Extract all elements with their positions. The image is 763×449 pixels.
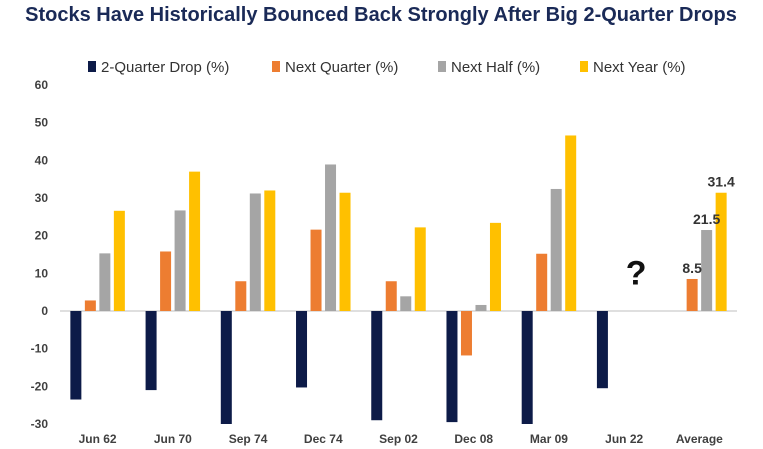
bar-2-quarter-drop-sep-74 bbox=[220, 311, 232, 424]
x-tick-label: Sep 02 bbox=[379, 432, 418, 446]
bar-next-half-mar-09 bbox=[550, 188, 562, 311]
legend-item-next-year: Next Year (%) bbox=[580, 59, 686, 76]
legend: 2-Quarter Drop (%) Next Quarter (%) Next H… bbox=[88, 59, 686, 76]
bar-next-half-average bbox=[701, 230, 713, 311]
legend-label: 2-Quarter Drop (%) bbox=[101, 59, 229, 76]
x-tick-label: Dec 74 bbox=[304, 432, 343, 446]
bar-next-year-sep-74 bbox=[264, 190, 276, 311]
bars bbox=[70, 135, 727, 424]
annotations: ? bbox=[626, 255, 647, 293]
chart-title: Stocks Have Historically Bounced Back St… bbox=[25, 4, 737, 26]
x-tick-label: Jun 70 bbox=[154, 432, 192, 446]
bar-next-quarter-jun-62 bbox=[84, 300, 96, 311]
legend-swatch bbox=[580, 61, 588, 72]
bar-next-quarter-sep-74 bbox=[235, 281, 247, 311]
bar-2-quarter-drop-jun-22 bbox=[596, 311, 608, 389]
legend-label: Next Half (%) bbox=[451, 59, 540, 76]
y-tick-label: -30 bbox=[31, 417, 49, 431]
legend-swatch bbox=[88, 61, 96, 72]
bar-next-quarter-sep-02 bbox=[385, 281, 397, 311]
bar-2-quarter-drop-mar-09 bbox=[521, 311, 533, 424]
legend-label: Next Quarter (%) bbox=[285, 59, 398, 76]
y-tick-label: 50 bbox=[35, 116, 49, 130]
bar-2-quarter-drop-sep-02 bbox=[371, 311, 383, 421]
bar-next-half-dec-08 bbox=[475, 304, 487, 311]
bar-next-year-average bbox=[715, 192, 727, 311]
x-axis: Jun 62 Jun 70 Sep 74 Dec 74 Sep 02 Dec 08 Mar … bbox=[79, 432, 724, 446]
y-tick-label: -20 bbox=[31, 379, 49, 393]
bar-next-quarter-dec-08 bbox=[460, 311, 472, 356]
bar-2-quarter-drop-dec-08 bbox=[446, 311, 458, 423]
bar-next-year-mar-09 bbox=[565, 135, 577, 311]
bar-next-quarter-average bbox=[686, 278, 698, 311]
bar-next-year-sep-02 bbox=[414, 227, 426, 311]
data-label: 31.4 bbox=[708, 174, 735, 190]
y-tick-label: 10 bbox=[35, 266, 49, 280]
y-tick-label: 30 bbox=[35, 191, 49, 205]
y-tick-label: 60 bbox=[35, 78, 49, 92]
legend-item-next-quarter: Next Quarter (%) bbox=[272, 59, 398, 76]
y-tick-label: 20 bbox=[35, 229, 49, 243]
bar-2-quarter-drop-dec-74 bbox=[296, 311, 308, 388]
bar-next-half-sep-02 bbox=[400, 296, 412, 311]
bar-next-quarter-mar-09 bbox=[536, 253, 548, 311]
x-tick-label: Dec 08 bbox=[454, 432, 493, 446]
legend-item-next-half: Next Half (%) bbox=[438, 59, 540, 76]
y-tick-label: 0 bbox=[41, 304, 48, 318]
x-tick-label: Jun 22 bbox=[605, 432, 643, 446]
legend-swatch bbox=[272, 61, 280, 72]
x-tick-label: Jun 62 bbox=[79, 432, 117, 446]
bar-2-quarter-drop-jun-62 bbox=[70, 311, 82, 400]
bar-next-quarter-jun-70 bbox=[160, 251, 172, 311]
y-tick-label: 40 bbox=[35, 153, 49, 167]
data-label: 8.5 bbox=[682, 260, 702, 276]
legend-swatch bbox=[438, 61, 446, 72]
bar-next-year-jun-62 bbox=[113, 210, 125, 311]
y-tick-label: -10 bbox=[31, 342, 49, 356]
annotation-question-mark: ? bbox=[626, 255, 647, 293]
bar-next-half-sep-74 bbox=[249, 193, 261, 311]
y-axis: -30 -20 -10 0 10 20 30 40 50 60 bbox=[31, 78, 49, 431]
bar-next-year-dec-74 bbox=[339, 192, 351, 311]
bar-2-quarter-drop-jun-70 bbox=[145, 311, 157, 391]
x-tick-label: Mar 09 bbox=[530, 432, 568, 446]
bar-next-half-jun-70 bbox=[174, 210, 186, 311]
legend-item-2-quarter-drop: 2-Quarter Drop (%) bbox=[88, 59, 229, 76]
bar-next-year-jun-70 bbox=[189, 171, 201, 311]
bar-next-year-dec-08 bbox=[489, 222, 501, 311]
data-labels: 8.5 21.5 31.4 bbox=[682, 174, 735, 276]
bar-next-half-dec-74 bbox=[325, 164, 337, 311]
legend-label: Next Year (%) bbox=[593, 59, 686, 76]
x-tick-label: Average bbox=[676, 432, 723, 446]
bar-next-quarter-dec-74 bbox=[310, 229, 322, 311]
bar-next-half-jun-62 bbox=[99, 253, 111, 311]
data-label: 21.5 bbox=[693, 211, 720, 227]
x-tick-label: Sep 74 bbox=[229, 432, 268, 446]
